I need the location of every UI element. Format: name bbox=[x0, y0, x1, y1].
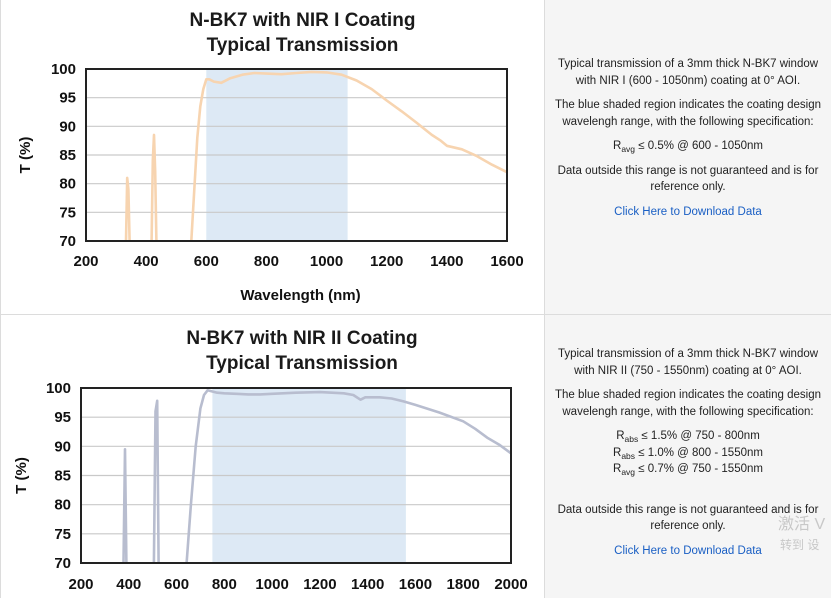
y-tick-label: 80 bbox=[59, 176, 76, 193]
x-tick-label: 1000 bbox=[255, 576, 288, 593]
transmission-curve bbox=[124, 176, 131, 242]
y-tick-label: 90 bbox=[59, 118, 76, 135]
x-tick-label: 800 bbox=[212, 576, 237, 593]
chart-description: Typical transmission of a 3mm thick N-BK… bbox=[557, 58, 819, 87]
x-tick-label: 1200 bbox=[370, 253, 403, 270]
spec-list: Ravg ≤ 0.5% @ 600 - 1050nm bbox=[551, 138, 825, 155]
spec-line: Ravg ≤ 0.5% @ 600 - 1050nm bbox=[613, 140, 763, 154]
y-tick-label: 100 bbox=[51, 61, 76, 78]
y-tick-label: 90 bbox=[54, 438, 71, 455]
chart-panel-nir1: N-BK7 with NIR I Coating Typical Transmis… bbox=[0, 0, 545, 314]
chart-description: Typical transmission of a 3mm thick N-BK… bbox=[557, 348, 819, 377]
y-tick-label: 95 bbox=[54, 409, 71, 426]
x-tick-label: 1200 bbox=[303, 576, 336, 593]
transmission-curve bbox=[152, 399, 160, 564]
chart-title-line: N-BK7 with NIR II Coating bbox=[186, 328, 417, 349]
info-panel-nir1: Typical transmission of a 3mm thick N-BK… bbox=[545, 0, 831, 314]
chart-row-nir2: N-BK7 with NIR II Coating Typical Transmi… bbox=[0, 314, 831, 598]
x-tick-label: 1800 bbox=[447, 576, 480, 593]
x-tick-label: 1000 bbox=[310, 253, 343, 270]
y-tick-label: 95 bbox=[59, 90, 76, 107]
transmission-curve bbox=[190, 70, 508, 242]
x-tick-label: 600 bbox=[194, 253, 219, 270]
spec-line: Rabs ≤ 1.0% @ 800 - 1550nm bbox=[613, 446, 763, 461]
spec-line: Ravg ≤ 0.7% @ 750 - 1550nm bbox=[613, 463, 763, 477]
y-tick-label: 100 bbox=[46, 380, 71, 397]
outside-range-note: Data outside this range is not guarantee… bbox=[557, 164, 819, 194]
plot-frame bbox=[80, 387, 512, 564]
y-tick-label: 75 bbox=[59, 204, 76, 221]
y-tick-label: 85 bbox=[59, 147, 76, 164]
plot-frame bbox=[85, 68, 508, 242]
transmission-curve bbox=[185, 389, 512, 564]
transmission-curve bbox=[122, 448, 128, 564]
x-tick-label: 2000 bbox=[494, 576, 527, 593]
transmission-chart-nir2: N-BK7 with NIR II Coating Typical Transmi… bbox=[13, 328, 528, 593]
y-axis-label: T (%) bbox=[13, 457, 30, 494]
x-tick-label: 1600 bbox=[399, 576, 432, 593]
x-tick-label: 200 bbox=[68, 576, 93, 593]
chart-title-line: N-BK7 with NIR I Coating bbox=[190, 10, 416, 31]
y-tick-label: 75 bbox=[54, 526, 71, 543]
spec-line: Rabs ≤ 1.5% @ 750 - 800nm bbox=[616, 430, 760, 444]
x-tick-label: 1400 bbox=[351, 576, 384, 593]
download-data-link[interactable]: Click Here to Download Data bbox=[614, 544, 762, 557]
chart-row-nir1: N-BK7 with NIR I Coating Typical Transmis… bbox=[0, 0, 831, 314]
x-tick-label: 400 bbox=[116, 576, 141, 593]
x-axis-label: Wavelength (nm) bbox=[240, 287, 360, 304]
chart-title-line: Typical Transmission bbox=[206, 353, 398, 374]
transmission-chart-nir1: N-BK7 with NIR I Coating Typical Transmis… bbox=[17, 10, 524, 304]
chart-panel-nir2: N-BK7 with NIR II Coating Typical Transmi… bbox=[0, 315, 545, 598]
os-activation-watermark: 激活 V 转到 设 bbox=[778, 516, 826, 552]
y-axis-label: T (%) bbox=[17, 137, 34, 174]
y-tick-label: 70 bbox=[54, 555, 71, 572]
x-tick-label: 600 bbox=[164, 576, 189, 593]
x-tick-label: 200 bbox=[73, 253, 98, 270]
download-data-link[interactable]: Click Here to Download Data bbox=[614, 205, 762, 218]
y-tick-label: 70 bbox=[59, 233, 76, 250]
y-tick-label: 80 bbox=[54, 497, 71, 514]
y-tick-label: 85 bbox=[54, 468, 71, 485]
x-tick-label: 1400 bbox=[430, 253, 463, 270]
chart-title-line: Typical Transmission bbox=[207, 35, 399, 56]
shaded-region-note: The blue shaded region indicates the coa… bbox=[555, 389, 821, 418]
transmission-curve bbox=[150, 133, 158, 242]
x-tick-label: 1600 bbox=[490, 253, 523, 270]
spec-list: Rabs ≤ 1.5% @ 750 - 800nm Rabs ≤ 1.0% @ … bbox=[551, 428, 825, 478]
shaded-region-note: The blue shaded region indicates the coa… bbox=[555, 99, 821, 128]
x-tick-label: 400 bbox=[134, 253, 159, 270]
info-panel-nir2: Typical transmission of a 3mm thick N-BK… bbox=[545, 315, 831, 598]
outside-range-note: Data outside this range is not guarantee… bbox=[557, 503, 819, 533]
x-tick-label: 800 bbox=[254, 253, 279, 270]
